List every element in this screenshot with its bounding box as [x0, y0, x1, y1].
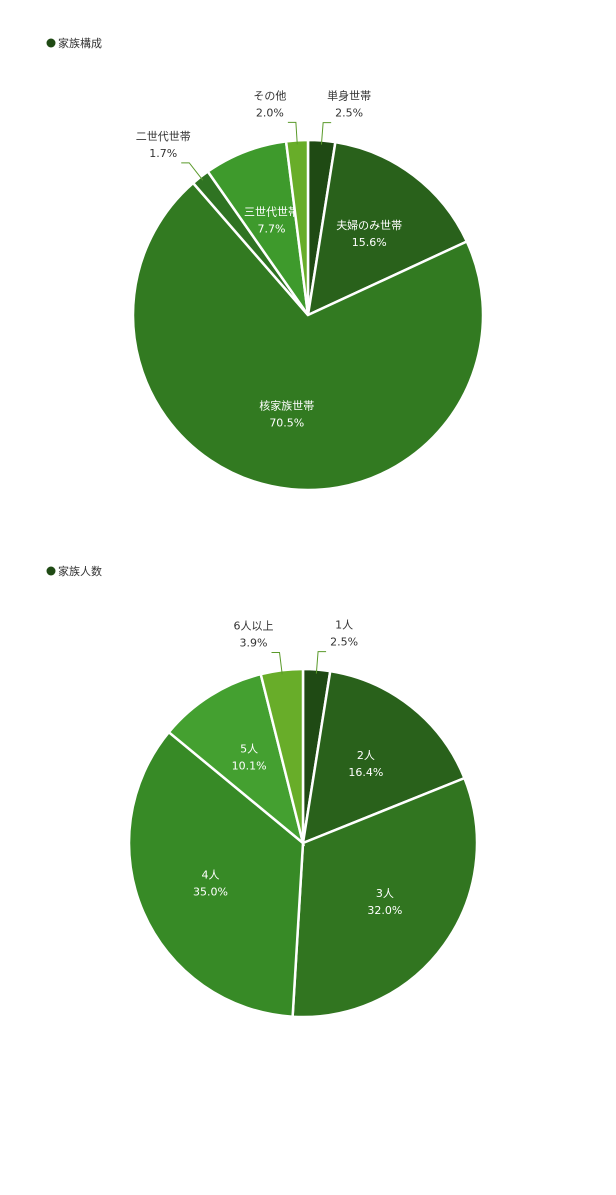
leader-line — [181, 162, 204, 181]
slice-value-label: 10.1% — [232, 760, 267, 773]
slice-value-label: 2.5% — [335, 107, 363, 120]
slice-value-label: 35.0% — [193, 885, 228, 898]
pie-slice — [127, 730, 305, 1019]
slice-label: 6人以上 — [234, 619, 274, 632]
slice-label: 4人 — [201, 868, 219, 881]
slice-value-label: 1.7% — [149, 147, 177, 160]
leader-line — [271, 651, 283, 675]
slice-value-label: 2.5% — [330, 636, 358, 649]
slice-label: 夫婦のみ世帯 — [336, 218, 402, 232]
chart-title: 家族人数 — [58, 564, 102, 578]
slice-value-label: 16.4% — [348, 766, 383, 779]
slice-label: 三世代世帯 — [244, 205, 299, 218]
slice-label: 2人 — [357, 749, 375, 762]
slice-label: 5人 — [240, 743, 258, 756]
slice-label: その他 — [253, 89, 286, 102]
title-bullet — [46, 566, 56, 576]
pie-slice — [131, 181, 485, 492]
slice-label: 二世代世帯 — [136, 130, 191, 143]
slice-label: 1人 — [335, 619, 353, 632]
pie-slice — [301, 669, 467, 845]
leader-line — [315, 651, 327, 674]
slice-value-label: 32.0% — [367, 904, 402, 917]
slice-label: 3人 — [376, 887, 394, 900]
slice-value-label: 15.6% — [352, 236, 387, 249]
leader-line — [287, 121, 298, 145]
slice-value-label: 3.9% — [240, 636, 268, 649]
slice-label: 核家族世帯 — [259, 398, 314, 412]
pie-slice — [306, 140, 469, 318]
title-bullet — [46, 38, 56, 48]
pie-slice — [291, 776, 479, 1019]
slice-value-label: 2.0% — [256, 106, 284, 119]
slice-label: 単身世帯 — [327, 89, 371, 103]
chart-title: 家族構成 — [58, 36, 102, 50]
leader-line — [320, 122, 332, 145]
pie-slice — [167, 672, 306, 847]
slice-value-label: 7.7% — [258, 222, 286, 235]
slice-value-label: 70.5% — [269, 416, 304, 429]
